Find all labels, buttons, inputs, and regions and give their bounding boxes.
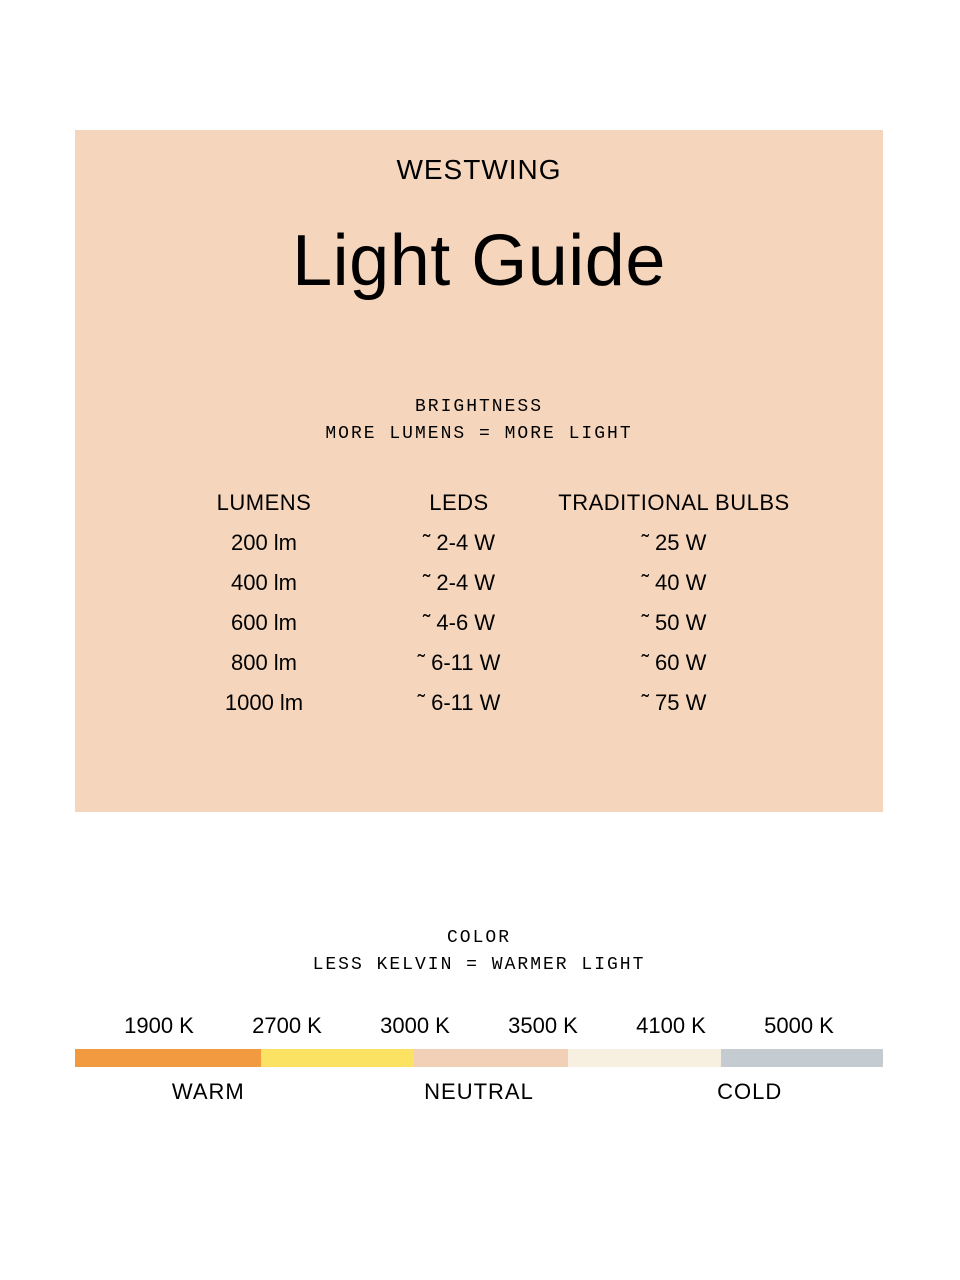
color-heading: COLOR (75, 925, 883, 952)
color-sub: LESS KELVIN = WARMER LIGHT (75, 952, 883, 979)
cell-leds: ˜ 2-4 W (369, 530, 549, 556)
cell-traditional: ˜ 25 W (549, 530, 799, 556)
cell-lumens: 1000 lm (159, 690, 369, 716)
cell-traditional: ˜ 75 W (549, 690, 799, 716)
cell-traditional: ˜ 50 W (549, 610, 799, 636)
category-labels: WARM NEUTRAL COLD (75, 1079, 883, 1105)
brightness-heading: BRIGHTNESS (75, 394, 883, 421)
table-row: 800 lm˜ 6-11 W˜ 60 W (159, 650, 799, 676)
col-leds: LEDS (369, 490, 549, 516)
color-bar (75, 1049, 883, 1067)
col-lumens: LUMENS (159, 490, 369, 516)
color-section: COLOR LESS KELVIN = WARMER LIGHT 1900 K2… (75, 925, 883, 1105)
brightness-table: LUMENS LEDS TRADITIONAL BULBS 200 lm˜ 2-… (159, 490, 799, 716)
kelvin-label: 1900 K (95, 1013, 223, 1039)
color-segment (721, 1049, 883, 1067)
color-segment (261, 1049, 415, 1067)
cell-leds: ˜ 6-11 W (369, 690, 549, 716)
kelvin-label: 3500 K (479, 1013, 607, 1039)
cell-lumens: 600 lm (159, 610, 369, 636)
brightness-sub: MORE LUMENS = MORE LIGHT (75, 421, 883, 448)
category-cold: COLD (616, 1079, 883, 1105)
table-row: 200 lm˜ 2-4 W˜ 25 W (159, 530, 799, 556)
cell-lumens: 800 lm (159, 650, 369, 676)
color-segment (75, 1049, 261, 1067)
color-segment (568, 1049, 722, 1067)
brand-label: WESTWING (75, 154, 883, 186)
brightness-card: WESTWING Light Guide BRIGHTNESS MORE LUM… (75, 130, 883, 812)
cell-lumens: 200 lm (159, 530, 369, 556)
kelvin-labels: 1900 K2700 K3000 K3500 K4100 K5000 K (75, 1013, 883, 1039)
kelvin-label: 4100 K (607, 1013, 735, 1039)
table-header: LUMENS LEDS TRADITIONAL BULBS (159, 490, 799, 516)
category-neutral: NEUTRAL (342, 1079, 617, 1105)
cell-leds: ˜ 2-4 W (369, 570, 549, 596)
category-warm: WARM (75, 1079, 342, 1105)
table-row: 1000 lm˜ 6-11 W˜ 75 W (159, 690, 799, 716)
kelvin-label: 2700 K (223, 1013, 351, 1039)
kelvin-label: 3000 K (351, 1013, 479, 1039)
brightness-subhead: BRIGHTNESS MORE LUMENS = MORE LIGHT (75, 394, 883, 448)
color-segment (414, 1049, 568, 1067)
kelvin-label: 5000 K (735, 1013, 863, 1039)
table-row: 400 lm˜ 2-4 W˜ 40 W (159, 570, 799, 596)
cell-lumens: 400 lm (159, 570, 369, 596)
cell-leds: ˜ 4-6 W (369, 610, 549, 636)
page-title: Light Guide (75, 220, 883, 302)
table-row: 600 lm˜ 4-6 W˜ 50 W (159, 610, 799, 636)
color-subhead: COLOR LESS KELVIN = WARMER LIGHT (75, 925, 883, 979)
cell-traditional: ˜ 40 W (549, 570, 799, 596)
cell-traditional: ˜ 60 W (549, 650, 799, 676)
col-traditional: TRADITIONAL BULBS (549, 490, 799, 516)
cell-leds: ˜ 6-11 W (369, 650, 549, 676)
